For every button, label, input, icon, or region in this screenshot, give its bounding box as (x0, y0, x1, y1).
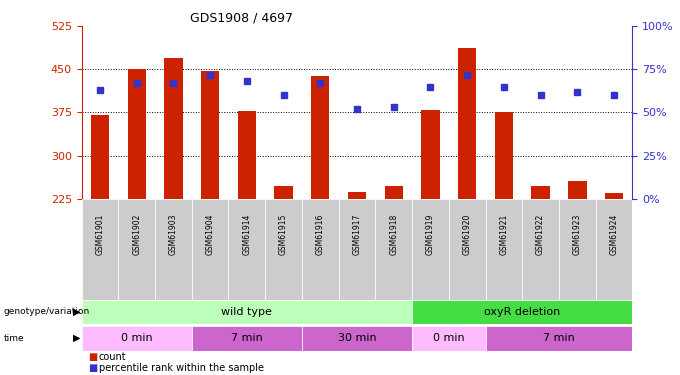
Bar (201, 71, 219, 199)
Text: ▶: ▶ (73, 307, 81, 317)
Bar (164, 58, 182, 199)
Text: GSM61916: GSM61916 (316, 214, 325, 255)
Text: GSM61924: GSM61924 (609, 214, 619, 255)
Text: time: time (3, 334, 24, 343)
Bar (449, 199, 486, 300)
Text: GSM61902: GSM61902 (132, 214, 141, 255)
Bar (192, 326, 302, 351)
Bar (82, 326, 192, 351)
Text: 30 min: 30 min (338, 333, 376, 344)
Bar (596, 199, 632, 300)
Text: 0 min: 0 min (121, 333, 152, 344)
Text: oxyR deletion: oxyR deletion (484, 307, 560, 317)
Bar (421, 110, 439, 199)
Bar (155, 199, 192, 300)
Text: GSM61919: GSM61919 (426, 214, 435, 255)
Bar (274, 186, 292, 199)
Text: GSM61901: GSM61901 (95, 214, 105, 255)
Text: GDS1908 / 4697: GDS1908 / 4697 (190, 11, 293, 24)
Bar (375, 199, 412, 300)
Bar (486, 199, 522, 300)
Bar (384, 186, 403, 199)
Text: GSM61917: GSM61917 (352, 214, 362, 255)
Bar (302, 326, 412, 351)
Text: GSM61922: GSM61922 (536, 214, 545, 255)
Text: GSM61914: GSM61914 (242, 214, 252, 255)
Bar (339, 199, 375, 300)
Bar (568, 182, 586, 199)
Text: GSM61918: GSM61918 (389, 214, 398, 255)
Text: GSM61915: GSM61915 (279, 214, 288, 255)
Bar (311, 76, 329, 199)
Bar (559, 199, 596, 300)
Bar (302, 199, 339, 300)
Text: 7 min: 7 min (543, 333, 575, 344)
Text: percentile rank within the sample: percentile rank within the sample (99, 363, 264, 373)
Bar (228, 199, 265, 300)
Text: wild type: wild type (222, 307, 272, 317)
Bar (458, 48, 476, 199)
Bar (605, 193, 623, 199)
Text: GSM61923: GSM61923 (573, 214, 582, 255)
Text: 0 min: 0 min (433, 333, 464, 344)
Bar (237, 111, 256, 199)
Text: ■: ■ (88, 363, 98, 373)
Text: ■: ■ (88, 352, 98, 362)
Bar (486, 326, 632, 351)
Text: GSM61904: GSM61904 (205, 214, 215, 255)
Bar (91, 116, 109, 199)
Text: count: count (99, 352, 126, 362)
Bar (265, 199, 302, 300)
Bar (532, 186, 549, 199)
Bar (412, 326, 486, 351)
Text: GSM61921: GSM61921 (499, 214, 509, 255)
Bar (412, 300, 632, 324)
Bar (522, 199, 559, 300)
Text: GSM61903: GSM61903 (169, 214, 178, 255)
Text: genotype/variation: genotype/variation (3, 308, 90, 316)
Bar (82, 300, 412, 324)
Text: 7 min: 7 min (231, 333, 262, 344)
Text: GSM61920: GSM61920 (462, 214, 472, 255)
Bar (192, 199, 228, 300)
Bar (82, 199, 118, 300)
Bar (412, 199, 449, 300)
Bar (118, 199, 155, 300)
Text: ▶: ▶ (73, 333, 81, 343)
Bar (494, 112, 513, 199)
Bar (128, 69, 146, 199)
Bar (347, 192, 366, 199)
